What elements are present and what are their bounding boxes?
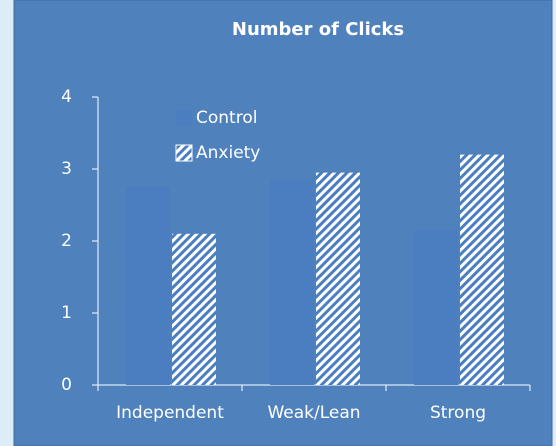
y-tick-label: 2 — [61, 231, 72, 251]
bar — [316, 172, 360, 385]
bar — [460, 154, 504, 385]
bar — [270, 179, 314, 385]
y-tick-label: 1 — [61, 303, 72, 323]
x-tick-label: Weak/Lean — [267, 403, 360, 423]
legend-swatch — [175, 144, 193, 162]
chart-title: Number of Clicks — [232, 19, 404, 40]
y-tick-label: 3 — [61, 159, 72, 179]
y-tick-label: 0 — [61, 375, 72, 395]
y-tick-label: 4 — [61, 87, 72, 107]
bar — [126, 187, 170, 385]
x-tick-label: Strong — [430, 403, 486, 423]
x-tick-label: Independent — [116, 403, 224, 423]
legend-label: Anxiety — [196, 143, 260, 163]
legend-label: Control — [196, 108, 257, 128]
bar — [172, 233, 216, 385]
legend-swatch — [176, 110, 192, 126]
bar — [414, 230, 458, 385]
